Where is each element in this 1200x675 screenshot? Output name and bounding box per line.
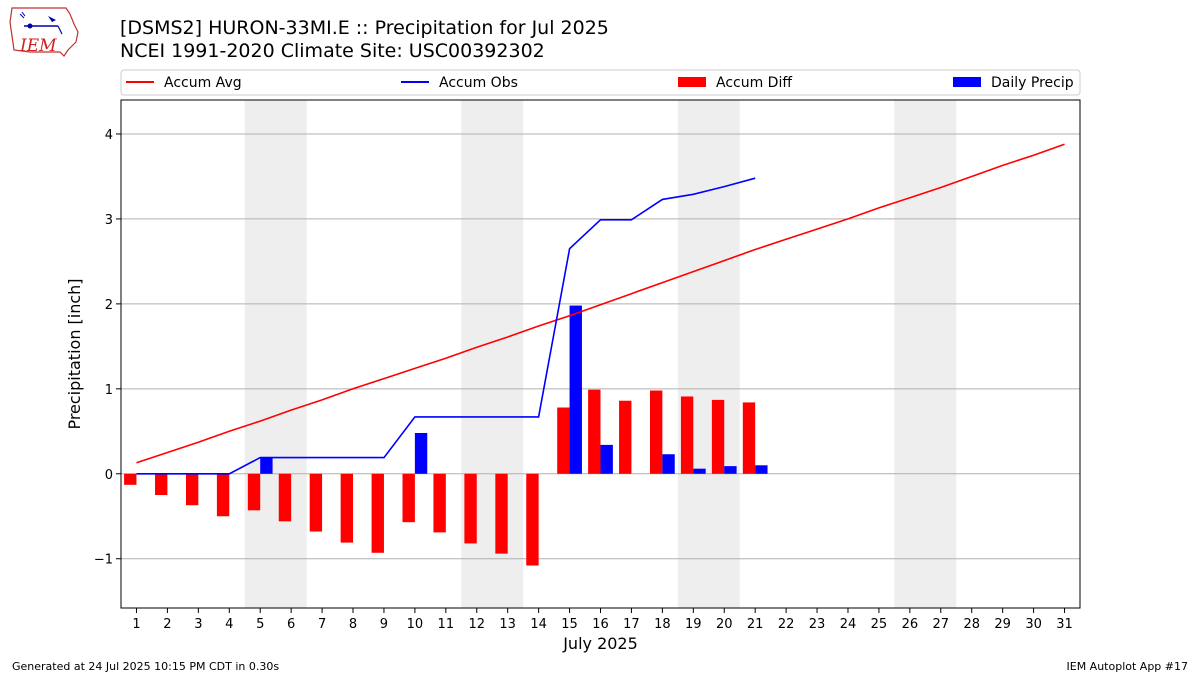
daily-precip-bar — [600, 444, 613, 474]
x-tick-label: 17 — [623, 617, 640, 632]
accum-diff-bar — [711, 399, 725, 474]
x-tick-label: 20 — [716, 617, 733, 632]
x-tick-label: 11 — [438, 617, 455, 632]
y-tick-label: −1 — [94, 553, 113, 568]
accum-diff-bar — [216, 473, 230, 517]
x-tick-label: 29 — [994, 617, 1011, 632]
accum-diff-bar — [155, 473, 168, 496]
weekend-shade — [677, 100, 740, 608]
logo-text: IEM — [19, 36, 57, 56]
daily-precip-bar — [260, 457, 273, 474]
x-tick-label: 2 — [163, 617, 171, 632]
accum-diff-bar — [588, 389, 601, 474]
x-tick-label: 21 — [747, 617, 764, 632]
accum-diff-bar — [185, 473, 199, 506]
x-tick-label: 16 — [592, 617, 609, 632]
y-tick-label: 4 — [105, 128, 113, 143]
y-axis-label: Precipitation [inch] — [65, 278, 84, 429]
accum-diff-bar — [464, 473, 477, 544]
x-tick-label: 6 — [287, 617, 295, 632]
legend-label-accum-obs: Accum Obs — [439, 75, 518, 91]
x-tick-label: 5 — [256, 617, 264, 632]
legend-swatch-accum-diff — [678, 77, 706, 87]
x-tick-label: 26 — [902, 617, 919, 632]
x-tick-label: 14 — [530, 617, 547, 632]
x-tick-label: 3 — [194, 617, 202, 632]
accum-diff-bar — [433, 473, 446, 533]
y-tick-label: 1 — [105, 383, 113, 398]
x-tick-label: 23 — [809, 617, 826, 632]
accum-diff-bar — [649, 390, 663, 474]
legend-swatch-daily-precip — [953, 77, 981, 87]
x-tick-label: 13 — [499, 617, 516, 632]
daily-precip-bar — [414, 433, 428, 474]
daily-precip-bar — [569, 305, 582, 474]
x-tick-label: 10 — [407, 617, 424, 632]
accum-diff-bar — [526, 473, 539, 566]
accum-diff-bar — [124, 473, 137, 485]
x-tick-label: 7 — [318, 617, 326, 632]
x-tick-label: 24 — [840, 617, 857, 632]
x-tick-label: 28 — [963, 617, 980, 632]
chart-subtitle: NCEI 1991-2020 Climate Site: USC00392302 — [120, 40, 545, 62]
x-tick-label: 15 — [561, 617, 578, 632]
accum-diff-bar — [557, 407, 570, 474]
x-tick-label: 19 — [685, 617, 702, 632]
legend-label-accum-avg: Accum Avg — [164, 75, 242, 91]
y-tick-label: 0 — [105, 468, 113, 483]
accum-diff-bar — [371, 473, 384, 553]
x-tick-label: 8 — [349, 617, 357, 632]
daily-precip-bar — [662, 454, 675, 474]
x-tick-label: 27 — [933, 617, 950, 632]
x-tick-label: 12 — [468, 617, 485, 632]
iem-logo: IEM — [9, 7, 79, 57]
accum-diff-bar — [340, 473, 354, 543]
weekend-shade — [244, 100, 307, 608]
x-tick-label: 1 — [132, 617, 140, 632]
y-tick-label: 3 — [105, 213, 113, 228]
daily-precip-bar — [693, 468, 706, 474]
daily-precip-bar — [724, 466, 737, 474]
accum-avg-line — [136, 143, 1065, 464]
x-tick-label: 30 — [1025, 617, 1042, 632]
x-tick-label: 9 — [380, 617, 388, 632]
accum-diff-bar — [278, 473, 292, 522]
legend-box — [120, 69, 1081, 96]
weekend-shade — [894, 100, 957, 608]
y-tick-label: 2 — [105, 298, 113, 313]
legend-label-accum-diff: Accum Diff — [716, 75, 792, 91]
accum-diff-bar — [680, 396, 694, 474]
x-tick-label: 25 — [871, 617, 888, 632]
accum-diff-bar — [309, 473, 323, 532]
accum-diff-bar — [619, 400, 632, 474]
legend-label-daily-precip: Daily Precip — [991, 75, 1074, 91]
x-tick-label: 4 — [225, 617, 233, 632]
accum-diff-bar — [495, 473, 508, 554]
accum-diff-bar — [402, 473, 415, 523]
chart-title: [DSMS2] HURON-33MI.E :: Precipitation fo… — [120, 17, 609, 39]
x-axis-label: July 2025 — [562, 634, 638, 653]
accum-diff-bar — [742, 402, 756, 474]
x-tick-label: 31 — [1056, 617, 1073, 632]
x-tick-label: 22 — [778, 617, 795, 632]
accum-diff-bar — [247, 473, 261, 511]
app-credit: IEM Autoplot App #17 — [1066, 660, 1189, 673]
generated-timestamp: Generated at 24 Jul 2025 10:15 PM CDT in… — [12, 660, 280, 673]
x-tick-label: 18 — [654, 617, 671, 632]
daily-precip-bar — [755, 465, 768, 474]
accum-obs-line — [136, 177, 756, 475]
